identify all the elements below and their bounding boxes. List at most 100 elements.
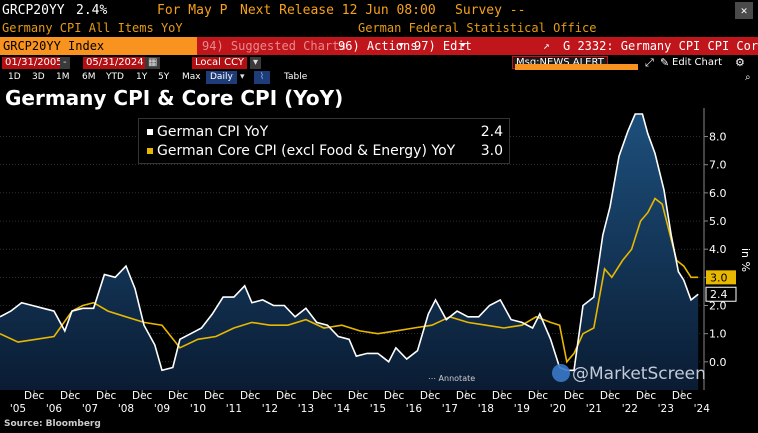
- cpi-chart: 0.0 1.0 2.0 3.0 4.0 5.0 6.0 7.0 8.0 '05 '06 '07 '08…: [0, 108, 752, 415]
- date-separator: -: [60, 57, 70, 69]
- expand-icon[interactable]: ⤢: [645, 56, 654, 69]
- survey-label: Survey --: [455, 3, 526, 18]
- cpi-area: [0, 114, 699, 390]
- last-tag-core: 3.0: [710, 271, 728, 284]
- watermark-text: @MarketScreen: [572, 364, 706, 384]
- x-month-label-8: Dec: [312, 390, 333, 402]
- x-year-label-14: '19: [514, 403, 530, 415]
- source-org: German Federal Statistical Office: [358, 21, 597, 35]
- x-year-label-11: '16: [406, 403, 423, 415]
- actions-button[interactable]: 96) Actions: [338, 39, 418, 53]
- x-year-label-4: '09: [154, 403, 170, 415]
- range-1y[interactable]: 1Y: [136, 72, 148, 82]
- end-date-input[interactable]: 05/31/2024: [83, 57, 147, 69]
- pencil-icon[interactable]: ✎: [660, 56, 670, 69]
- x-month-label-3: Dec: [132, 390, 153, 402]
- x-year-label-18: '23: [658, 403, 674, 415]
- chart-title-label: G 2332: Germany CPI CPI Core: [563, 39, 758, 53]
- x-year-label-16: '21: [586, 403, 602, 415]
- watermark: @MarketScreen: [552, 364, 706, 384]
- chart-title: Germany CPI & Core CPI (YoY): [5, 86, 344, 110]
- x-month-label-4: Dec: [168, 390, 189, 402]
- table-button[interactable]: Table: [284, 72, 308, 82]
- controls-bar: 01/31/2005 - 05/31/2024 ▦ Local CCY ▾ Ms…: [0, 56, 758, 70]
- edit-chevron-down-icon: [460, 43, 466, 47]
- chart-legend: German CPI YoY 2.4 German Core CPI (excl…: [138, 118, 510, 164]
- x-year-label-1: '06: [46, 403, 63, 415]
- y-tick-label-0: 0.0: [709, 356, 727, 369]
- last-tag-cpi-bg: [705, 286, 737, 302]
- x-month-label-13: Dec: [492, 390, 513, 402]
- edit-button[interactable]: 97) Edit: [414, 39, 472, 53]
- range-ytd[interactable]: YTD: [106, 72, 124, 82]
- legend-value-core: 3.0: [480, 143, 503, 159]
- frequency-select[interactable]: Daily: [206, 71, 237, 84]
- x-year-label-3: '08: [118, 403, 134, 415]
- source-note: Source: Bloomberg: [4, 419, 101, 429]
- start-date-input[interactable]: 01/31/2005: [2, 57, 66, 69]
- actions-chevron-down-icon: [398, 43, 404, 47]
- legend-item-cpi: German CPI YoY: [147, 122, 268, 142]
- x-month-label-5: Dec: [204, 390, 225, 402]
- x-month-label-2: Dec: [96, 390, 117, 402]
- core-cpi-line: [0, 197, 699, 364]
- news-alert-underline: [515, 64, 638, 70]
- x-year-label-13: '18: [478, 403, 494, 415]
- x-month-label-1: Dec: [60, 390, 81, 402]
- annotate-label: Annotate: [438, 374, 476, 383]
- x-month-label-0: Dec: [24, 390, 45, 402]
- x-year-label-17: '22: [622, 403, 638, 415]
- range-5y[interactable]: 5Y: [158, 72, 170, 82]
- range-max[interactable]: Max: [182, 72, 201, 82]
- currency-select[interactable]: Local CCY: [192, 57, 247, 69]
- x-axis-ticks: '05 '06 '07 '08 '09 '10 '11 '12 '13 '14 '15 '16 '17 '…: [10, 390, 710, 415]
- close-icon[interactable]: ✕: [735, 2, 753, 19]
- legend-item-core: German Core CPI (excl Food & Energy) YoY: [147, 141, 455, 161]
- edit-chart-button[interactable]: Edit Chart: [672, 57, 723, 68]
- last-tag-cpi: 2.4: [710, 288, 728, 301]
- cpi-line: [0, 113, 699, 372]
- range-1m[interactable]: 1M: [56, 72, 70, 82]
- security-description: Germany CPI All Items YoY: [2, 21, 183, 35]
- x-month-label-12: Dec: [456, 390, 477, 402]
- frequency-chevron-down-icon[interactable]: ▾: [240, 72, 245, 82]
- x-year-label-5: '10: [190, 403, 206, 415]
- line-chart-icon[interactable]: ⌇: [254, 71, 270, 84]
- x-month-label-10: Dec: [384, 390, 405, 402]
- y-tick-label-6: 6.0: [709, 187, 727, 200]
- x-month-label-6: Dec: [240, 390, 261, 402]
- range-3d[interactable]: 3D: [32, 72, 45, 82]
- x-year-label-6: '11: [226, 403, 242, 415]
- x-year-label-0: '05: [10, 403, 26, 415]
- annotate-button[interactable]: ⋯ Annotate: [428, 374, 476, 383]
- x-year-label-7: '12: [262, 403, 278, 415]
- x-year-label-2: '07: [82, 403, 98, 415]
- next-release: Next Release 12 Jun 08:00: [240, 3, 436, 18]
- range-1d[interactable]: 1D: [8, 72, 21, 82]
- x-year-label-8: '13: [298, 403, 314, 415]
- range-6m[interactable]: 6M: [82, 72, 96, 82]
- zoom-icon[interactable]: ⌕: [745, 72, 751, 83]
- legend-swatch-cpi: [147, 129, 153, 135]
- y-tick-label-2: 2.0: [709, 300, 727, 313]
- y-axis-ticks: 0.0 1.0 2.0 3.0 4.0 5.0 6.0 7.0 8.0: [704, 131, 727, 369]
- suggested-charts-button[interactable]: 94) Suggested Charts: [202, 39, 347, 53]
- x-month-label-18: Dec: [672, 390, 693, 402]
- last-value: 2.4%: [76, 3, 108, 18]
- period-label: For May P: [157, 3, 228, 18]
- x-month-label-14: Dec: [528, 390, 549, 402]
- y-tick-label-4: 4.0: [709, 243, 727, 256]
- menu-bar: GRCP20YY Index 94) Suggested Charts 96) …: [0, 37, 758, 55]
- legend-label-core: German Core CPI (excl Food & Energy) YoY: [157, 143, 456, 159]
- x-month-label-15: Dec: [564, 390, 585, 402]
- settings-icon[interactable]: ⚙: [735, 56, 745, 69]
- header-bar: GRCP20YY 2.4% For May P Next Release 12 …: [0, 0, 758, 21]
- external-link-icon[interactable]: ↗: [543, 39, 550, 52]
- currency-chevron-down-icon[interactable]: ▾: [250, 57, 262, 69]
- last-tag-core-bg: [706, 270, 736, 285]
- calendar-icon[interactable]: ▦: [145, 57, 161, 69]
- index-field[interactable]: GRCP20YY Index: [0, 37, 197, 55]
- x-year-label-9: '14: [334, 403, 351, 415]
- y-tick-label-5: 5.0: [709, 215, 727, 228]
- x-month-label-16: Dec: [600, 390, 621, 402]
